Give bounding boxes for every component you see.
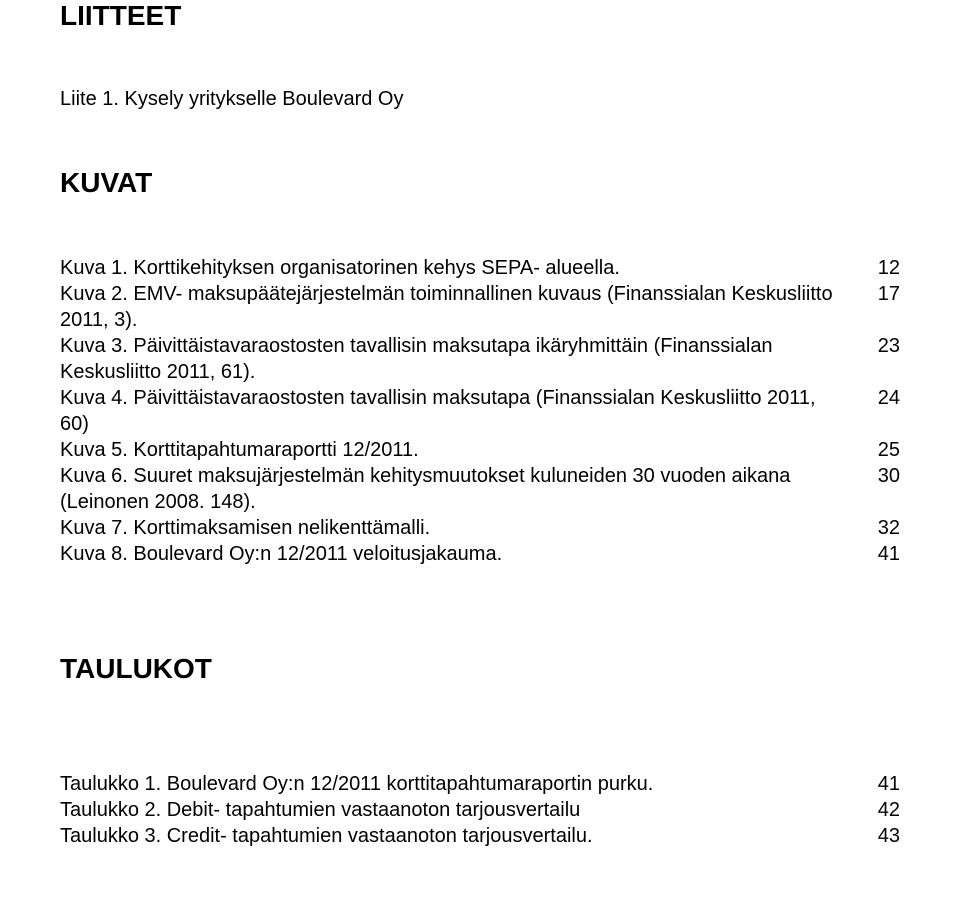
taulukot-entry-page: 43 bbox=[840, 823, 900, 849]
taulukot-entry: Taulukko 3. Credit- tapahtumien vastaano… bbox=[60, 823, 900, 849]
kuvat-entry-text: Kuva 6. Suuret maksujärjestelmän kehitys… bbox=[60, 463, 840, 515]
kuvat-entry-page: 17 bbox=[840, 281, 900, 307]
kuvat-entry-text: Kuva 8. Boulevard Oy:n 12/2011 veloitusj… bbox=[60, 541, 840, 567]
kuvat-entry-page: 25 bbox=[840, 437, 900, 463]
taulukot-entry-text: Taulukko 3. Credit- tapahtumien vastaano… bbox=[60, 823, 840, 849]
kuvat-entry: Kuva 8. Boulevard Oy:n 12/2011 veloitusj… bbox=[60, 541, 900, 567]
kuvat-entry: Kuva 5. Korttitapahtumaraportti 12/2011.… bbox=[60, 437, 900, 463]
heading-taulukot: TAULUKOT bbox=[60, 653, 900, 685]
kuvat-entry: Kuva 4. Päivittäistavaraostosten tavalli… bbox=[60, 385, 900, 437]
kuvat-entry-text: Kuva 5. Korttitapahtumaraportti 12/2011. bbox=[60, 437, 840, 463]
taulukot-entry-page: 42 bbox=[840, 797, 900, 823]
kuvat-entry-text: Kuva 4. Päivittäistavaraostosten tavalli… bbox=[60, 385, 840, 437]
kuvat-entry-text: Kuva 1. Korttikehityksen organisatorinen… bbox=[60, 255, 840, 281]
taulukot-entry-text: Taulukko 1. Boulevard Oy:n 12/2011 kortt… bbox=[60, 771, 840, 797]
kuvat-entry: Kuva 1. Korttikehityksen organisatorinen… bbox=[60, 255, 900, 281]
taulukot-entry-page: 41 bbox=[840, 771, 900, 797]
kuvat-entry-text: Kuva 7. Korttimaksamisen nelikenttämalli… bbox=[60, 515, 840, 541]
taulukot-entry: Taulukko 1. Boulevard Oy:n 12/2011 kortt… bbox=[60, 771, 900, 797]
heading-liitteet: LIITTEET bbox=[60, 0, 900, 32]
kuvat-entry-text: Kuva 3. Päivittäistavaraostosten tavalli… bbox=[60, 333, 840, 385]
kuvat-entry: Kuva 7. Korttimaksamisen nelikenttämalli… bbox=[60, 515, 900, 541]
kuvat-entry-page: 24 bbox=[840, 385, 900, 411]
kuvat-entry-page: 30 bbox=[840, 463, 900, 489]
liitteet-item: Liite 1. Kysely yritykselle Boulevard Oy bbox=[60, 88, 900, 111]
heading-kuvat: KUVAT bbox=[60, 167, 900, 199]
kuvat-entry-text: Kuva 2. EMV- maksupäätejärjestelmän toim… bbox=[60, 281, 840, 333]
kuvat-entry-page: 23 bbox=[840, 333, 900, 359]
kuvat-entry-page: 12 bbox=[840, 255, 900, 281]
kuvat-entry: Kuva 6. Suuret maksujärjestelmän kehitys… bbox=[60, 463, 900, 515]
taulukot-entry: Taulukko 2. Debit- tapahtumien vastaanot… bbox=[60, 797, 900, 823]
kuvat-entry: Kuva 3. Päivittäistavaraostosten tavalli… bbox=[60, 333, 900, 385]
taulukot-entry-text: Taulukko 2. Debit- tapahtumien vastaanot… bbox=[60, 797, 840, 823]
kuvat-entry-page: 41 bbox=[840, 541, 900, 567]
kuvat-entry-page: 32 bbox=[840, 515, 900, 541]
kuvat-entry: Kuva 2. EMV- maksupäätejärjestelmän toim… bbox=[60, 281, 900, 333]
